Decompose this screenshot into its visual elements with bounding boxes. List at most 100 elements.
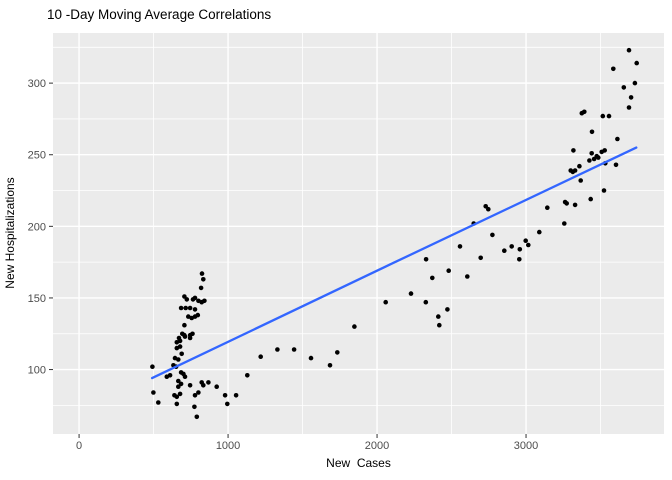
data-point (457, 244, 463, 249)
data-point (192, 307, 198, 312)
chart-title: 10 -Day Moving Average Correlations (47, 7, 272, 22)
data-point (615, 136, 620, 142)
x-tick-label: 3000 (514, 440, 538, 452)
data-point (611, 66, 616, 72)
data-point (600, 113, 606, 119)
data-point (571, 148, 576, 153)
data-point (545, 205, 550, 210)
data-point (408, 291, 414, 296)
data-point (587, 158, 592, 163)
data-point (198, 285, 204, 291)
data-point (572, 202, 578, 208)
x-tick-label: 0 (76, 440, 82, 452)
x-tick-label: 2000 (365, 440, 389, 452)
data-point (308, 355, 314, 361)
data-point (602, 148, 607, 153)
data-point (222, 393, 228, 398)
data-point (526, 242, 531, 248)
data-point (613, 162, 619, 168)
data-point (446, 268, 452, 274)
data-point (486, 206, 491, 212)
y-tick-label: 250 (28, 150, 46, 162)
data-point (196, 390, 201, 395)
data-point (184, 297, 190, 302)
data-point (174, 394, 180, 400)
data-point (187, 383, 193, 388)
data-point (430, 275, 435, 281)
data-point (233, 393, 239, 398)
data-point (151, 390, 156, 395)
data-point (445, 307, 450, 312)
smooth-trend-line (150, 146, 638, 380)
data-point (502, 248, 507, 253)
data-point (327, 363, 333, 368)
data-point (199, 271, 205, 276)
data-point (628, 95, 634, 100)
data-point (214, 384, 219, 390)
data-point (572, 168, 578, 173)
data-point (178, 381, 184, 387)
data-point (177, 344, 183, 349)
data-point (634, 60, 639, 66)
data-point (577, 163, 582, 169)
data-point (176, 384, 181, 390)
data-point (187, 335, 193, 341)
data-point (201, 277, 206, 282)
data-point (182, 322, 187, 328)
data-point (245, 373, 250, 378)
data-point (564, 201, 569, 206)
data-point (562, 221, 567, 226)
data-point (194, 414, 200, 420)
data-point (423, 257, 429, 262)
data-point (352, 324, 357, 329)
y-axis-title: New Hospitalizations (3, 177, 17, 289)
data-point (258, 354, 264, 360)
data-point (150, 364, 155, 370)
data-point (578, 178, 583, 183)
data-point (596, 155, 601, 160)
data-point (195, 312, 201, 318)
data-point (509, 244, 514, 249)
data-point (183, 305, 188, 311)
data-point (589, 151, 594, 156)
data-point (167, 373, 173, 378)
data-point (423, 299, 429, 305)
data-point (517, 247, 523, 252)
y-tick-label: 300 (28, 78, 46, 90)
data-point (588, 196, 593, 202)
data-point (176, 378, 181, 384)
data-point (626, 105, 632, 110)
data-point (275, 347, 280, 352)
data-point (517, 257, 522, 262)
plot-panel (53, 33, 664, 434)
y-tick-label: 200 (28, 221, 46, 233)
data-point (335, 350, 340, 355)
data-point (192, 404, 197, 410)
data-point (465, 274, 470, 279)
data-point (190, 331, 195, 337)
data-point (156, 400, 161, 405)
x-tick-label: 1000 (216, 440, 240, 452)
data-point (177, 391, 183, 397)
data-point (437, 322, 442, 328)
data-point (523, 238, 528, 243)
y-tick-label: 150 (28, 293, 46, 305)
data-point (582, 109, 587, 115)
data-point (174, 401, 180, 407)
data-point (291, 347, 297, 352)
data-point (383, 299, 389, 305)
data-point (182, 334, 188, 339)
data-point (192, 393, 198, 398)
data-point (179, 351, 184, 357)
data-point (537, 229, 542, 235)
data-point (182, 374, 188, 380)
data-point (632, 80, 638, 86)
data-point (589, 129, 595, 135)
x-axis-title: New Cases (326, 456, 391, 470)
data-point (225, 401, 230, 407)
y-tick-label: 100 (28, 365, 46, 377)
data-point (206, 380, 211, 385)
data-point (621, 85, 627, 90)
data-point (192, 295, 198, 301)
